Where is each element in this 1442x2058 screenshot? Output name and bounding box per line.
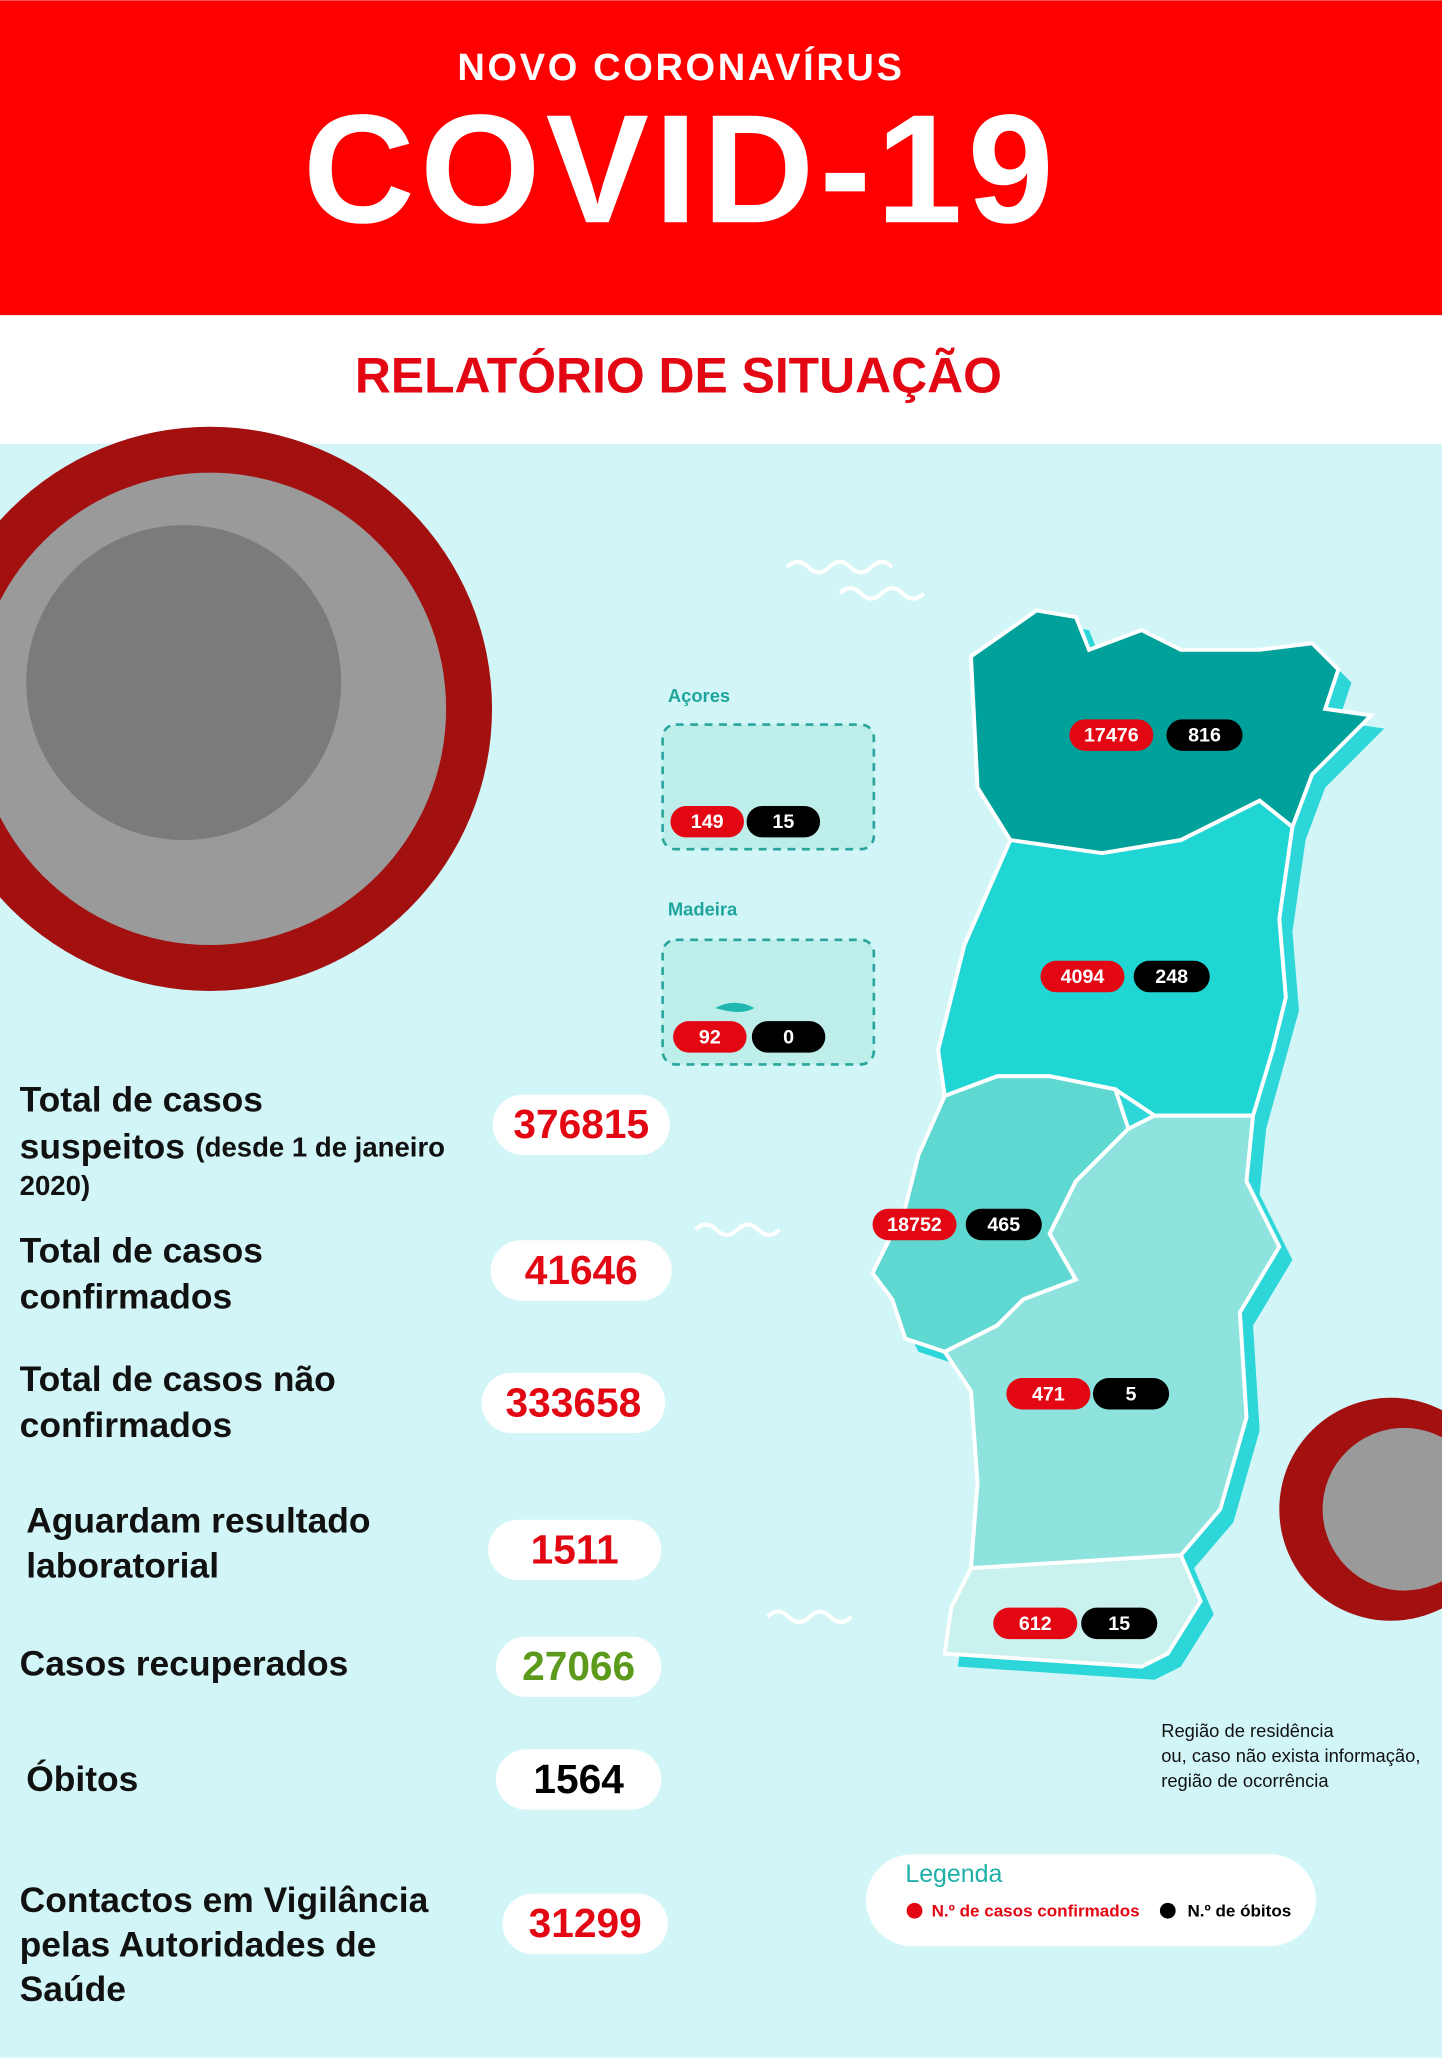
stat-value: 41646 bbox=[525, 1247, 638, 1293]
island-name: Madeira bbox=[668, 899, 738, 920]
count-pill bbox=[1081, 1607, 1158, 1640]
map-note: ou, caso não exista informação, bbox=[1161, 1745, 1420, 1766]
stat-label-text: pelas Autoridades de bbox=[20, 1925, 377, 1965]
stat-label: confirmados bbox=[20, 1405, 232, 1445]
stat-label-text: Casos recuperados bbox=[20, 1644, 349, 1684]
stat-value: 376815 bbox=[513, 1101, 649, 1147]
map-note: Região de residência bbox=[1161, 1720, 1334, 1741]
stat-label: Saúde bbox=[20, 1969, 126, 2009]
stat-value: 27066 bbox=[522, 1643, 635, 1689]
stat-pill bbox=[495, 1636, 662, 1697]
header-band bbox=[0, 0, 1442, 316]
title: COVID-19 bbox=[303, 82, 1059, 255]
map-note: região de ocorrência bbox=[1161, 1770, 1329, 1791]
count-value: 17476 bbox=[1084, 725, 1139, 747]
stat-label-text: confirmados bbox=[20, 1277, 232, 1317]
stat-pill bbox=[495, 1749, 662, 1810]
subtitle: RELATÓRIO DE SITUAÇÃO bbox=[355, 348, 1002, 404]
island-name: Açores bbox=[668, 685, 730, 706]
virus-illustration bbox=[0, 426, 1442, 1621]
legend-dot bbox=[906, 1902, 923, 1919]
count-pill bbox=[1092, 1378, 1170, 1410]
count-value: 0 bbox=[783, 1026, 794, 1048]
count-pill bbox=[1069, 719, 1154, 751]
count-value: 612 bbox=[1019, 1613, 1052, 1635]
count-value: 15 bbox=[772, 811, 794, 833]
stat-value: 1511 bbox=[531, 1526, 619, 1572]
count-value: 471 bbox=[1032, 1383, 1065, 1405]
stat-pill bbox=[481, 1372, 666, 1434]
count-value: 816 bbox=[1188, 725, 1221, 747]
stat-label-text: Total de casos bbox=[20, 1080, 263, 1120]
stat-note: (desde 1 de janeiro bbox=[195, 1132, 445, 1163]
stat-label: Aguardam resultado bbox=[26, 1501, 370, 1541]
count-pill bbox=[872, 1208, 957, 1241]
count-pill bbox=[1040, 960, 1125, 993]
stat-label-text: Total de casos não bbox=[20, 1359, 336, 1399]
waves bbox=[694, 559, 926, 1625]
count-value: 15 bbox=[1108, 1613, 1130, 1635]
count-value: 5 bbox=[1126, 1383, 1137, 1405]
stat-label-text: suspeitos bbox=[20, 1127, 185, 1167]
legend-title: Legenda bbox=[905, 1860, 1002, 1888]
stat-value: 333658 bbox=[506, 1379, 642, 1425]
stat-label: pelas Autoridades de bbox=[20, 1925, 377, 1965]
stat-label: laboratorial bbox=[26, 1546, 219, 1586]
stat-pill bbox=[488, 1519, 662, 1581]
count-pill bbox=[965, 1208, 1042, 1241]
count-pill bbox=[1006, 1378, 1091, 1410]
stat-label-text: Óbitos bbox=[26, 1760, 138, 1800]
count-pill bbox=[746, 805, 821, 838]
count-pill bbox=[993, 1607, 1078, 1640]
stat-label: suspeitos (desde 1 de janeiro bbox=[20, 1127, 445, 1167]
count-value: 149 bbox=[691, 811, 724, 833]
stat-label: Total de casos não bbox=[20, 1359, 336, 1399]
legend-box bbox=[865, 1854, 1317, 1947]
count-pill bbox=[670, 805, 744, 838]
count-value: 465 bbox=[987, 1214, 1020, 1236]
count-value: 18752 bbox=[887, 1214, 942, 1236]
stat-label-text: Contactos em Vigilância bbox=[20, 1880, 429, 1920]
stat-pill bbox=[490, 1240, 672, 1301]
stat-note: 2020) bbox=[20, 1170, 90, 1201]
legend-label: N.º de casos confirmados bbox=[932, 1902, 1140, 1921]
stat-label-text: Total de casos bbox=[20, 1231, 263, 1271]
count-pill bbox=[1133, 960, 1210, 993]
count-pill bbox=[1166, 719, 1243, 751]
count-value: 4094 bbox=[1061, 966, 1105, 988]
stat-pill bbox=[502, 1893, 668, 1955]
stat-label: Óbitos bbox=[26, 1760, 138, 1800]
count-value: 92 bbox=[699, 1026, 721, 1048]
count-pill bbox=[751, 1021, 826, 1053]
count-pill bbox=[673, 1021, 747, 1053]
kicker: NOVO CORONAVÍRUS bbox=[457, 45, 904, 89]
legend-label: N.º de óbitos bbox=[1187, 1902, 1291, 1921]
stat-label-text: confirmados bbox=[20, 1405, 232, 1445]
map bbox=[661, 608, 1385, 1680]
stat-label: Total de casos bbox=[20, 1231, 263, 1271]
stat-label: confirmados bbox=[20, 1277, 232, 1317]
stat-pill bbox=[492, 1094, 670, 1155]
stat-label: Casos recuperados bbox=[20, 1644, 349, 1684]
legend-dot bbox=[1159, 1902, 1176, 1919]
count-value: 248 bbox=[1155, 966, 1188, 988]
subtitle-band bbox=[0, 315, 1442, 444]
stat-label-text: Saúde bbox=[20, 1969, 126, 2009]
stat-value: 31299 bbox=[529, 1900, 642, 1946]
stat-label-text: laboratorial bbox=[26, 1546, 219, 1586]
stat-label-text: Aguardam resultado bbox=[26, 1501, 370, 1541]
stat-label: Total de casos bbox=[20, 1080, 263, 1120]
stat-label: Contactos em Vigilância bbox=[20, 1880, 429, 1920]
stat-value: 1564 bbox=[533, 1756, 624, 1802]
